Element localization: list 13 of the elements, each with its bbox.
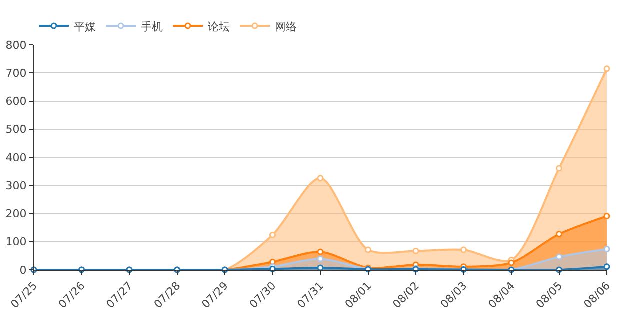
y-tick-label: 200 [6,208,27,221]
legend-label: 手机 [141,20,163,34]
y-tick-label: 500 [6,123,27,136]
y-tick-label: 100 [6,236,27,249]
y-tick-label: 300 [6,179,27,192]
y-tick-label: 600 [6,95,27,108]
y-tick-label: 800 [6,38,27,52]
y-tick-label: 400 [6,151,27,164]
legend-label: 论坛 [208,20,230,34]
y-tick-label: 700 [6,66,27,80]
legend-label: 平媒 [74,20,96,34]
y-tick-label: 0 [20,264,27,277]
legend-label: 网络 [275,20,297,34]
